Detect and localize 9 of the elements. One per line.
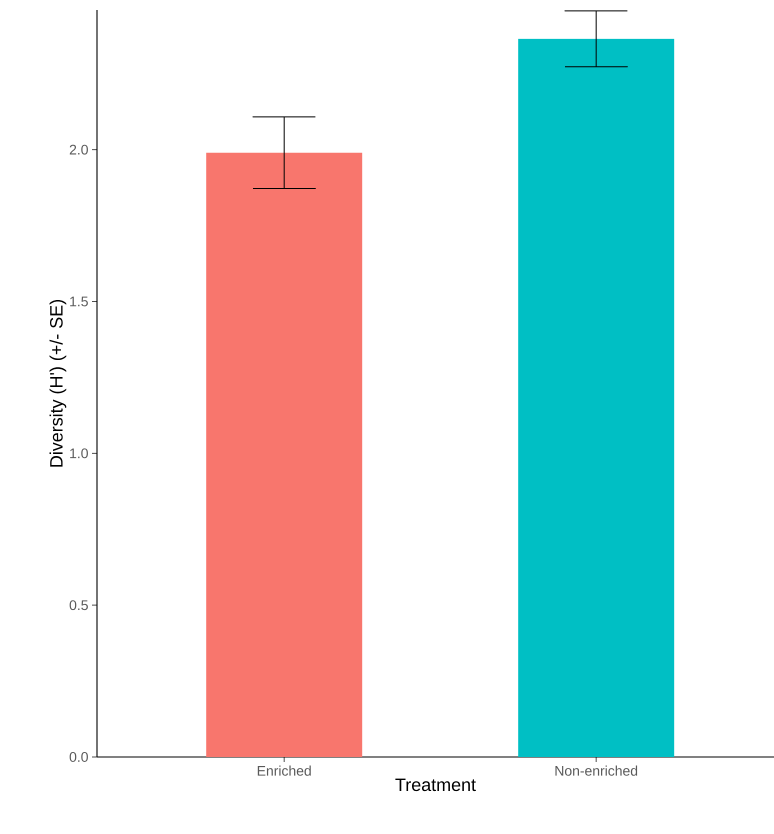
y-tick-label: 0.5: [70, 600, 88, 610]
y-axis-title: Diversity (H') (+/- SE): [50, 300, 66, 467]
y-tick-label: 0.0: [70, 752, 88, 762]
x-tick-label: Enriched: [258, 766, 311, 776]
x-axis-title: Treatment: [395, 778, 476, 792]
x-tick-label: Non-enriched: [555, 766, 638, 776]
y-tick-label: 1.5: [70, 296, 88, 306]
y-tick-label: 1.0: [70, 448, 88, 458]
y-tick-label: 2.0: [70, 144, 88, 155]
